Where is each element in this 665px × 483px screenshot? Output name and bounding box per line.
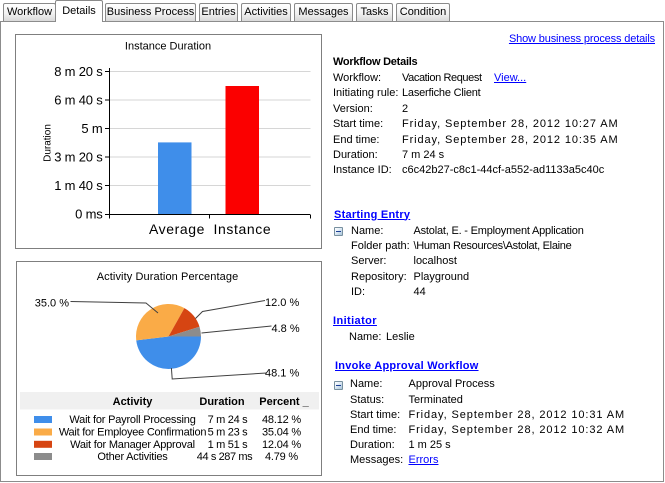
svg-text:48.1 %: 48.1 % bbox=[265, 368, 299, 380]
svg-text:Average: Average bbox=[149, 221, 205, 237]
svg-text:Wait for Manager Approval: Wait for Manager Approval bbox=[70, 439, 195, 451]
svg-text:1 m 51 s: 1 m 51 s bbox=[208, 439, 249, 451]
svg-text:3 m 20 s: 3 m 20 s bbox=[54, 150, 103, 165]
svg-text:48.12 %: 48.12 % bbox=[262, 414, 301, 426]
svg-text:Other Activities: Other Activities bbox=[97, 451, 168, 463]
svg-text:12.04 %: 12.04 % bbox=[262, 439, 301, 451]
svg-text:Percent _: Percent _ bbox=[259, 396, 309, 408]
svg-text:0 ms: 0 ms bbox=[75, 207, 103, 222]
svg-text:1 m 40 s: 1 m 40 s bbox=[54, 178, 103, 193]
svg-text:Activity Duration Percentage: Activity Duration Percentage bbox=[97, 271, 239, 283]
svg-text:35.0 %: 35.0 % bbox=[35, 298, 69, 310]
svg-text:6 m 40 s: 6 m 40 s bbox=[54, 93, 103, 108]
svg-text:Duration: Duration bbox=[43, 124, 54, 162]
svg-text:Activity: Activity bbox=[113, 396, 154, 408]
svg-text:4.8 %: 4.8 % bbox=[272, 323, 300, 335]
svg-text:Wait for Employee Confirmation: Wait for Employee Confirmation bbox=[59, 427, 207, 439]
svg-text:4.79 %: 4.79 % bbox=[265, 451, 298, 463]
svg-text:44 s 287 ms: 44 s 287 ms bbox=[197, 451, 253, 463]
svg-text:Instance Duration: Instance Duration bbox=[125, 41, 211, 53]
svg-text:7 m 24 s: 7 m 24 s bbox=[208, 414, 249, 426]
svg-text:5 m: 5 m bbox=[81, 121, 102, 136]
svg-text:8 m 20 s: 8 m 20 s bbox=[54, 64, 103, 79]
svg-text:12.0 %: 12.0 % bbox=[265, 297, 299, 309]
svg-text:Duration: Duration bbox=[199, 396, 245, 408]
svg-text:Instance: Instance bbox=[214, 221, 272, 237]
svg-text:5 m 23 s: 5 m 23 s bbox=[208, 427, 249, 439]
svg-text:35.04 %: 35.04 % bbox=[262, 427, 301, 439]
svg-text:Wait for Payroll Processing: Wait for Payroll Processing bbox=[69, 414, 195, 426]
